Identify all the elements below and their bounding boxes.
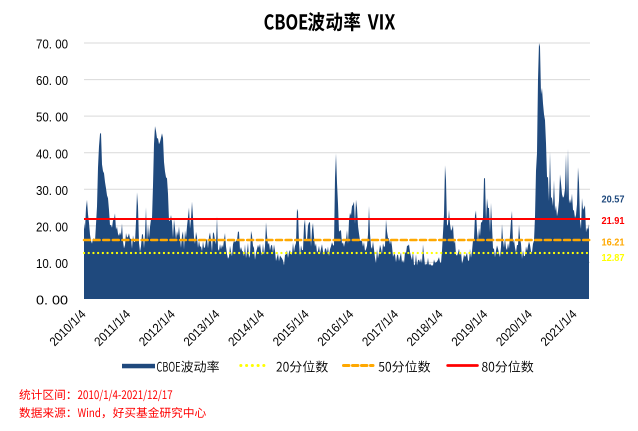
svg-text:20. 00: 20. 00 (36, 220, 68, 235)
svg-text:0. 00: 0. 00 (36, 293, 68, 308)
svg-text:70. 00: 70. 00 (36, 37, 68, 52)
svg-text:50. 00: 50. 00 (36, 110, 68, 125)
svg-text:21.91: 21.91 (602, 215, 625, 227)
svg-text:16.21: 16.21 (602, 236, 625, 248)
svg-text:60. 00: 60. 00 (36, 73, 68, 88)
svg-text:30. 00: 30. 00 (36, 183, 68, 198)
svg-text:20.57: 20.57 (602, 193, 625, 205)
svg-text:12.87: 12.87 (602, 252, 625, 264)
svg-text:40. 00: 40. 00 (36, 146, 68, 161)
svg-text:10. 00: 10. 00 (36, 256, 68, 271)
